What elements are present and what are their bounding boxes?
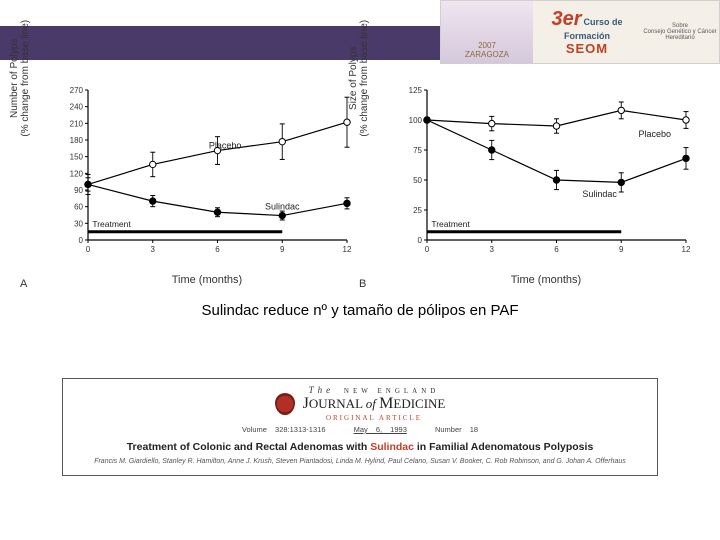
svg-text:Sulindac: Sulindac [582,189,617,199]
svg-text:3: 3 [151,245,156,254]
chart-a-panel: A [20,278,27,290]
svg-text:50: 50 [413,176,422,185]
volume-line: Volume 328:1313-1316 May 6, 1993 Number … [73,425,647,434]
svg-text:Placebo: Placebo [209,140,242,150]
svg-text:0: 0 [86,245,91,254]
caption: Sulindac reduce nº y tamaño de pólipos e… [0,302,720,319]
svg-text:0: 0 [425,245,430,254]
svg-text:180: 180 [70,136,84,145]
svg-text:12: 12 [682,245,691,254]
chart-b-xlabel: Time (months) [511,274,582,286]
svg-text:210: 210 [70,119,84,128]
logo-curso: 3er Curso de Formación SEOM [533,1,641,63]
sobre-text: Sobre Consejo Genético y Cáncer Heredita… [643,23,717,41]
curso-l1: Curso de [584,17,623,27]
svg-text:60: 60 [74,203,83,212]
svg-text:90: 90 [74,186,83,195]
article-title: Treatment of Colonic and Rectal Adenomas… [73,440,647,454]
header-logos: 2007 ZARAGOZA 3er Curso de Formación SEO… [440,0,720,64]
volume: Volume 328:1313-1316 [242,425,326,434]
chart-b-ylabel: Size of Polyps (% change from base line) [348,20,370,137]
nejm-shield-icon [275,393,295,415]
svg-text:25: 25 [413,206,422,215]
chart-a: Number of Polyps (% change from base lin… [26,84,355,284]
curso-l2: Formación [564,31,610,41]
curso-num: 3er [551,8,581,31]
svg-text:9: 9 [619,245,624,254]
svg-text:240: 240 [70,103,84,112]
svg-text:120: 120 [70,169,84,178]
original-article: ORIGINAL ARTICLE [303,414,446,422]
chart-a-ylabel: Number of Polyps (% change from base lin… [9,20,31,137]
svg-text:6: 6 [554,245,559,254]
svg-text:270: 270 [70,86,84,95]
svg-text:75: 75 [413,146,422,155]
svg-text:125: 125 [409,86,423,95]
chart-b: Size of Polyps (% change from base line)… [365,84,694,284]
svg-text:Treatment: Treatment [92,219,131,229]
svg-text:Treatment: Treatment [431,219,470,229]
svg-text:30: 30 [74,219,83,228]
chart-b-plot: 0 25 50 75 100 125 0 3 6 9 12 Treatment Placebo Sulin… [399,84,694,264]
number: Number 18 [435,425,478,434]
date: May 6, 1993 [354,425,407,434]
logo-zaragoza: 2007 ZARAGOZA [441,1,533,63]
svg-text:Placebo: Placebo [639,129,672,139]
journal-the: The NEW ENGLAND [303,385,446,395]
svg-text:0: 0 [418,236,423,245]
citation-box: The NEW ENGLAND JOURNAL of MEDICINE ORIG… [62,378,658,476]
svg-text:6: 6 [215,245,220,254]
chart-a-xlabel: Time (months) [172,274,243,286]
svg-text:150: 150 [70,153,84,162]
svg-text:0: 0 [79,236,84,245]
svg-text:9: 9 [280,245,285,254]
zaragoza-text: 2007 ZARAGOZA [465,41,509,59]
charts-row: Number of Polyps (% change from base lin… [26,84,694,284]
svg-text:100: 100 [409,116,423,125]
svg-text:3: 3 [490,245,495,254]
authors: Francis M. Giardiello, Stanley R. Hamilt… [73,458,647,467]
journal-masthead: The NEW ENGLAND JOURNAL of MEDICINE ORIG… [73,385,647,422]
curso-l3: SEOM [566,41,608,56]
logo-sobre: Sobre Consejo Genético y Cáncer Heredita… [641,1,719,63]
svg-text:12: 12 [343,245,352,254]
journal-name: JOURNAL of MEDICINE [303,395,446,413]
chart-a-plot: 0 30 60 90 120 150 180 210 240 270 0 3 6 9 12 Treatment… [60,84,355,264]
svg-text:Sulindac: Sulindac [265,201,300,211]
chart-b-panel: B [359,278,366,290]
